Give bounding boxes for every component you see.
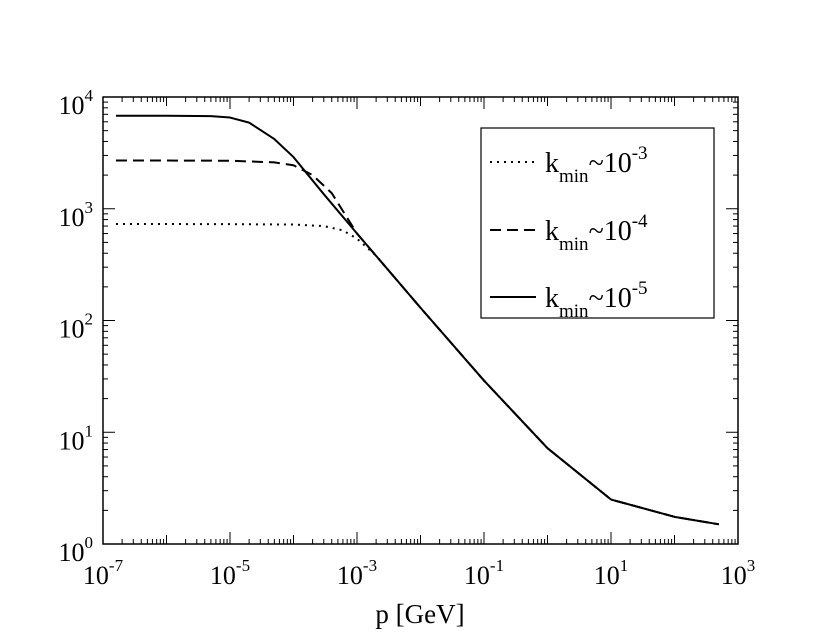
- x-tick-label: 10-1: [464, 556, 504, 590]
- ticks-layer: [102, 96, 739, 545]
- x-axis-label: p [GeV]: [375, 599, 464, 629]
- legend: kmin~10-3 kmin~10-4 kmin~10-5: [480, 127, 715, 322]
- series-line-solid: [115, 114, 720, 526]
- y-tick-label: 100: [59, 533, 94, 567]
- y-tick-label: 102: [59, 310, 94, 344]
- legend-box: [480, 127, 715, 319]
- y-tick-label: 101: [59, 421, 94, 455]
- y-tick-label: 104: [59, 86, 94, 120]
- x-tick-label: 103: [721, 556, 756, 590]
- series-line-dashed: [115, 159, 720, 526]
- x-tick-label: 10-7: [83, 556, 124, 590]
- series-layer: [115, 114, 720, 526]
- legend-label: kmin~10-4: [545, 211, 648, 255]
- plot-frame: [102, 96, 739, 545]
- tick-labels-layer: 10-7 10-5 10-3 10-1 101 103 100 101 102 103 104: [59, 86, 756, 590]
- y-tick-label: 103: [59, 198, 94, 232]
- legend-label: kmin~10-5: [545, 278, 648, 322]
- legend-label: kmin~10-3: [545, 143, 648, 187]
- x-tick-label: 10-5: [210, 556, 250, 590]
- x-tick-label: 101: [594, 556, 629, 590]
- x-tick-label: 10-3: [337, 556, 377, 590]
